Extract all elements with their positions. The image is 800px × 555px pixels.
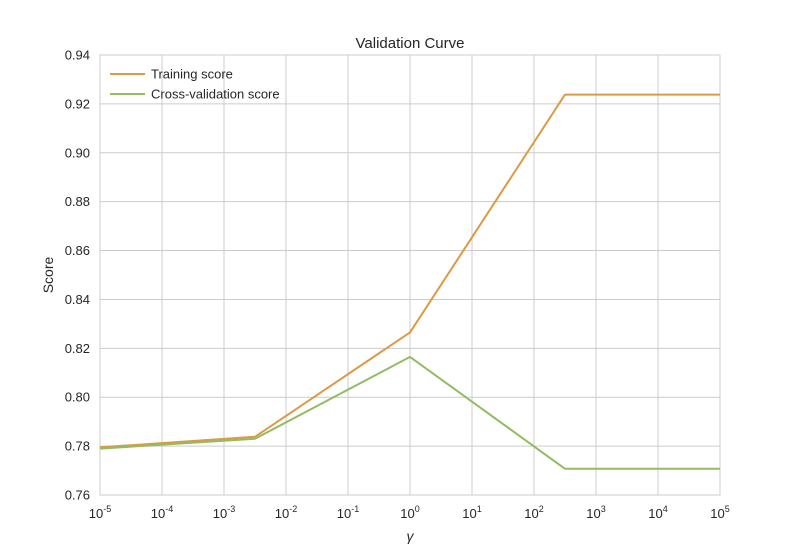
x-tick-label: 101: [462, 504, 481, 521]
y-tick-label: 0.86: [65, 243, 90, 258]
x-tick-label: 10-5: [89, 504, 111, 521]
x-axis-label: γ: [407, 528, 415, 544]
legend-label: Training score: [151, 67, 233, 82]
x-tick-label: 100: [400, 504, 419, 521]
x-tick-label: 10-4: [151, 504, 173, 521]
y-tick-label: 0.84: [65, 292, 90, 307]
x-tick-label: 10-1: [337, 504, 359, 521]
series-line-cross-validation-score: [99, 355, 720, 470]
x-tick-label: 10-2: [275, 504, 297, 521]
x-tick-label: 103: [586, 504, 605, 521]
series-lines: [99, 93, 720, 470]
tick-labels: 10-5 10-4 10-3 10-2 10-1 100 101 102 103 104 105 0.…: [65, 48, 730, 522]
y-tick-label: 0.78: [65, 439, 90, 454]
plot-frame: [99, 54, 721, 496]
grid: [99, 54, 721, 496]
x-tick-label: 10-3: [213, 504, 235, 521]
chart-title: Validation Curve: [356, 35, 465, 52]
y-tick-label: 0.90: [65, 145, 90, 160]
y-axis-label: Score: [40, 257, 56, 294]
x-tick-label: 104: [648, 504, 667, 521]
y-tick-label: 0.76: [65, 488, 90, 503]
y-tick-label: 0.94: [65, 48, 90, 63]
series-line-training-score: [99, 93, 720, 449]
y-tick-label: 0.88: [65, 194, 90, 209]
x-tick-label: 102: [524, 504, 543, 521]
y-tick-label: 0.82: [65, 341, 90, 356]
x-tick-label: 105: [710, 504, 729, 521]
legend-label: Cross-validation score: [151, 87, 280, 102]
legend: Training score Cross-validation score: [110, 67, 280, 102]
y-tick-label: 0.80: [65, 390, 90, 405]
y-tick-label: 0.92: [65, 96, 90, 111]
